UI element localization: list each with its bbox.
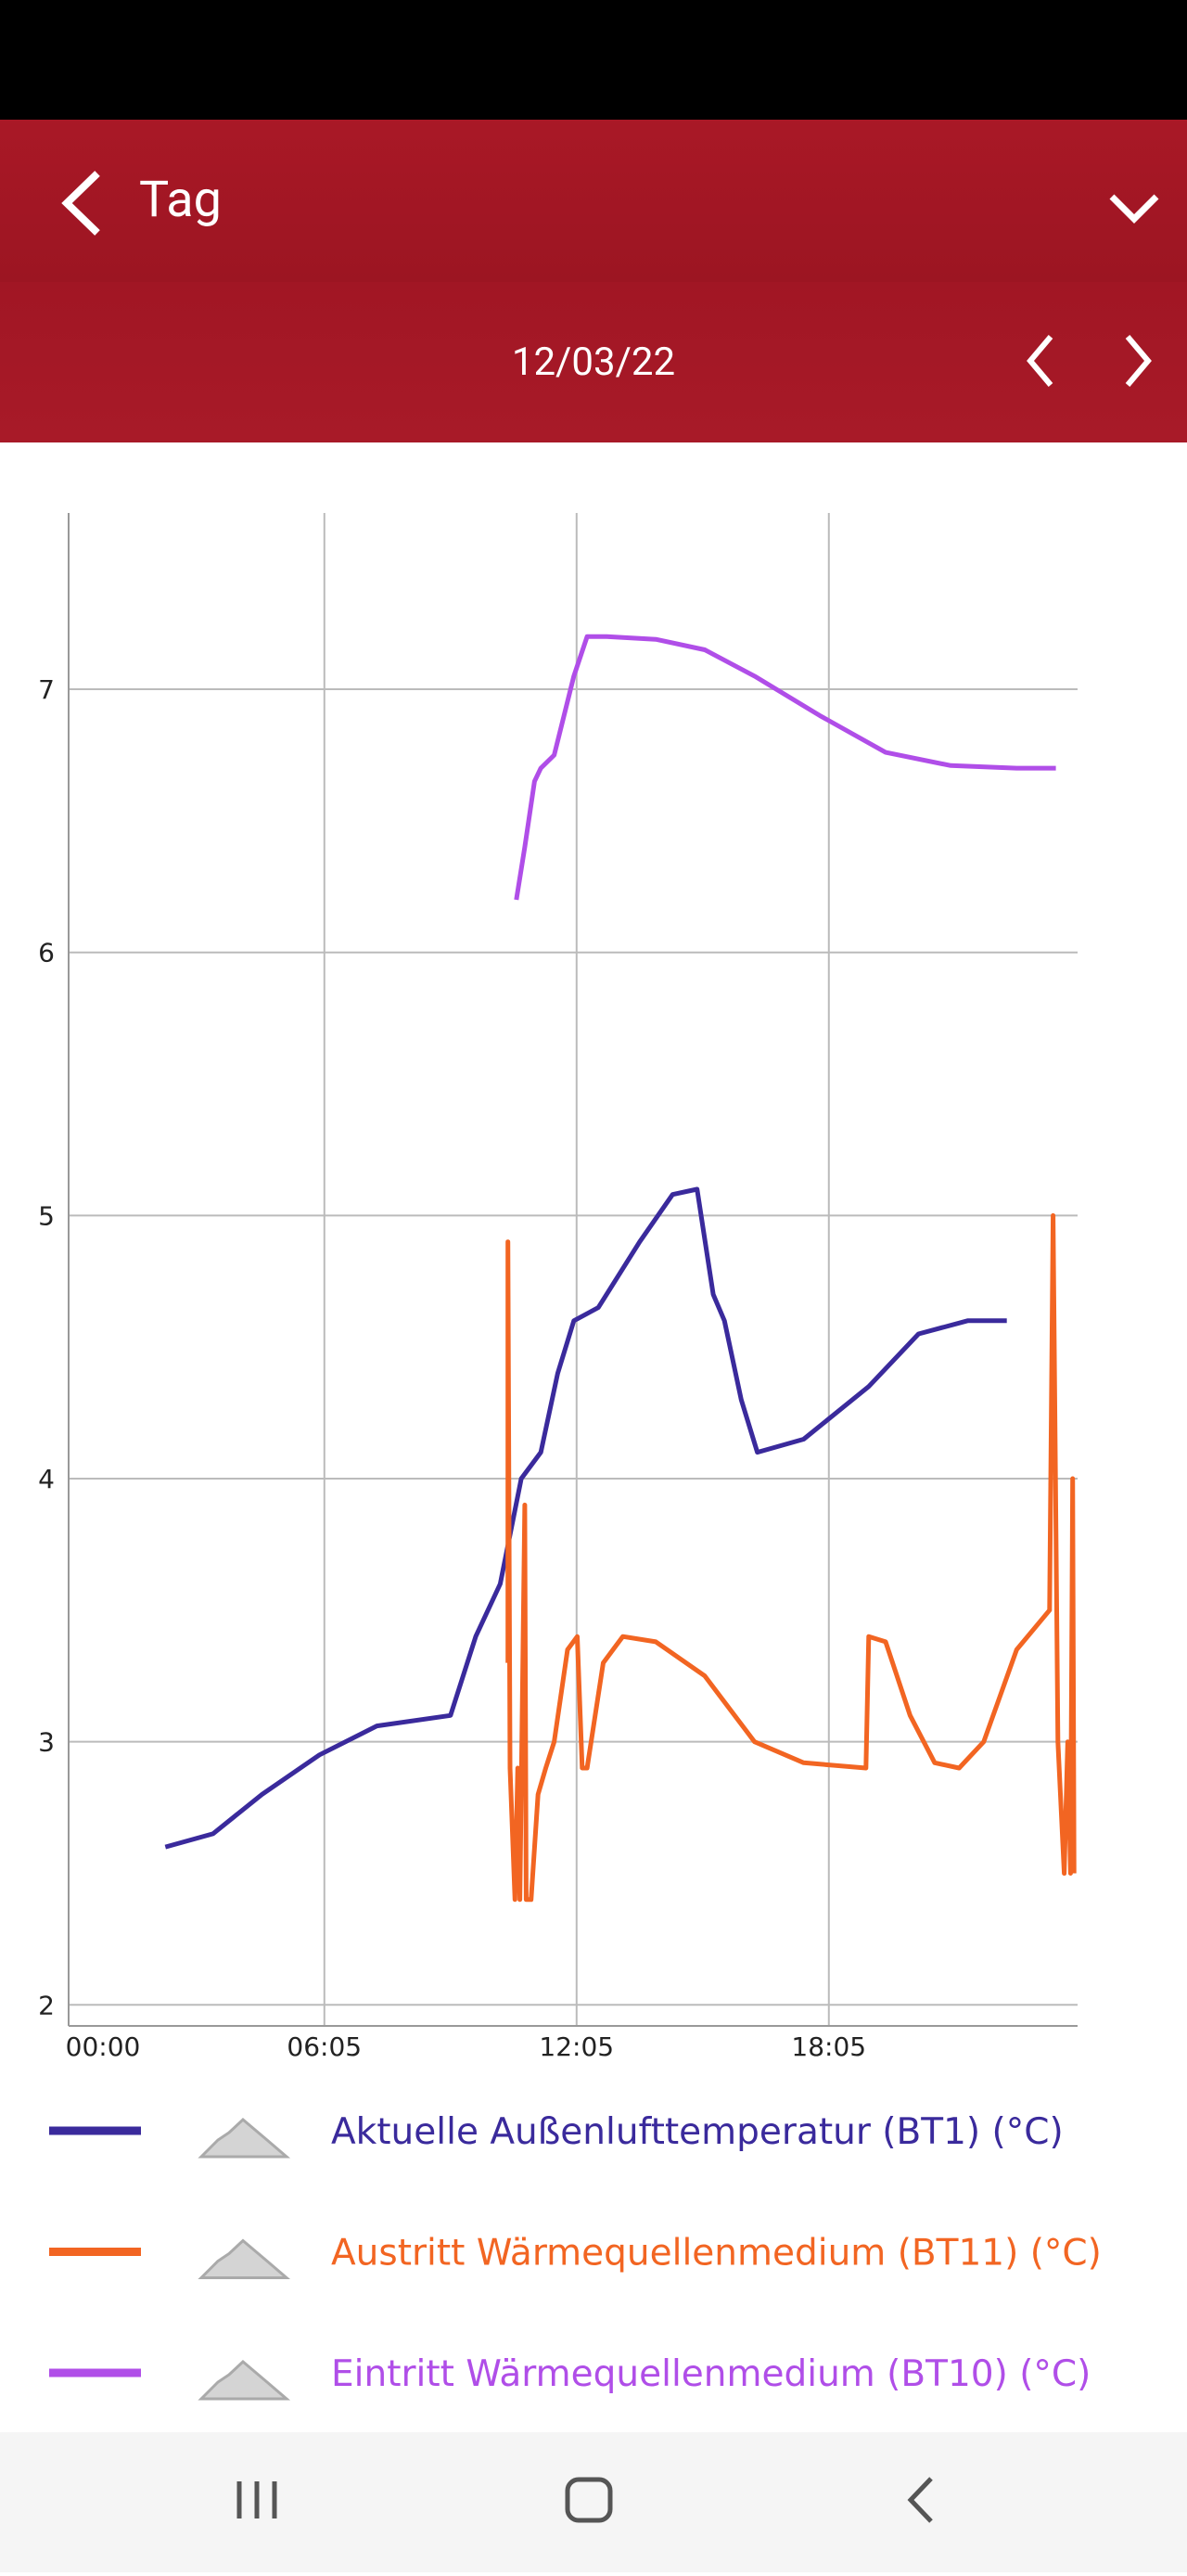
page-title: Tag [139,171,222,229]
legend-label: Aktuelle Außenlufttemperatur (BT1) (°C) [331,2111,1064,2153]
legend-label: Austritt Wärmequellenmedium (BT11) (°C) [331,2233,1102,2275]
dropdown-button[interactable] [1108,189,1164,226]
series-line [505,1212,1077,1903]
series-line [164,1186,1007,1850]
date-bar [0,282,1187,442]
back-button[interactable] [56,166,111,240]
y-tick-label: 3 [38,1727,55,1758]
x-tick-label: 06:05 [287,2031,362,2062]
series-line [514,634,1056,901]
legend-area-icon [198,2238,291,2279]
y-tick-label: 6 [38,938,55,968]
x-tick-label: 18:05 [791,2031,866,2062]
y-tick-label: 5 [38,1200,55,1231]
y-tick-label: 2 [38,1990,55,2020]
status-bar [0,0,1187,120]
back-nav-button[interactable] [907,2477,933,2523]
date-label: 12/03/22 [511,340,676,385]
legend-area-icon [198,2117,291,2159]
legend-label: Eintritt Wärmequellenmedium (BT10) (°C) [331,2353,1091,2395]
nav-icons [236,2477,933,2523]
prev-day[interactable] [1023,333,1060,389]
x-tick-label: 00:00 [66,2031,141,2062]
legend-area-icon [198,2359,291,2401]
x-tick-label: 12:05 [539,2031,614,2062]
nav-bar [0,2432,1187,2572]
y-tick-label: 7 [38,674,55,705]
header [0,120,1187,282]
y-tick-label: 4 [38,1464,55,1494]
home-button[interactable] [565,2477,613,2523]
chart: 2 3 4 5 6 7 00:00 06:05 12:05 18:05 Aktuelle Außen… [38,513,1102,2401]
next-day[interactable] [1120,333,1157,389]
